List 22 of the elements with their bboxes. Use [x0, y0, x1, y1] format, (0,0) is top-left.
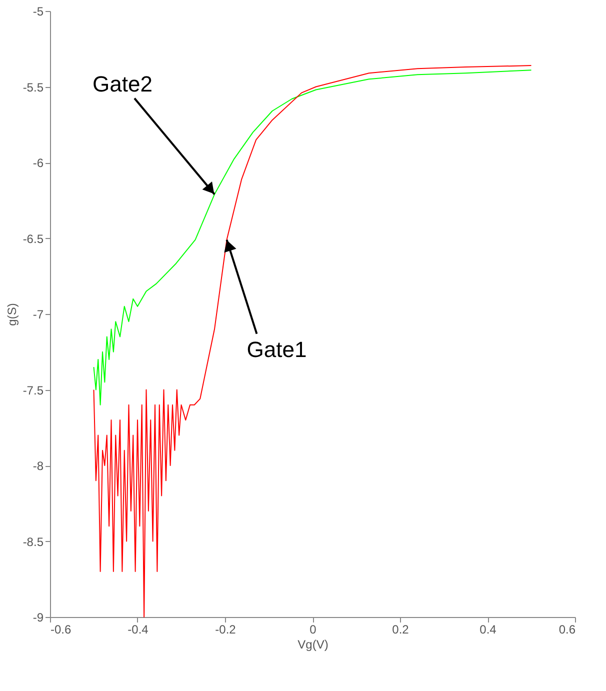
x-tick-label: 0 — [310, 622, 317, 636]
x-tick-label: 0.6 — [558, 622, 576, 636]
y-axis-title: g(S) — [4, 303, 19, 326]
y-tick-label: -5 — [32, 4, 44, 18]
y-tick-label: -8 — [32, 459, 44, 473]
line-series — [93, 70, 532, 406]
x-tick-label: 0.4 — [480, 622, 497, 636]
y-tick-label: -7 — [32, 308, 44, 322]
y-tick-label: -7.5 — [22, 383, 44, 398]
x-axis-title: Vg(V) — [298, 638, 328, 652]
line-series — [93, 65, 532, 618]
annotation: Gate1 — [246, 336, 307, 362]
y-tick-label: -5.5 — [22, 80, 44, 94]
y-tick-label: -9 — [32, 610, 44, 624]
x-tick-label: -0.6 — [50, 622, 72, 636]
y-tick-label: -8.5 — [22, 534, 44, 549]
x-tick-label: -0.2 — [215, 622, 236, 636]
annotation: Gate2 — [92, 71, 152, 96]
x-tick-label: 0.2 — [392, 622, 410, 636]
y-tick-label: -6.5 — [22, 232, 44, 246]
x-tick-label: -0.4 — [128, 622, 149, 636]
y-tick-label: -6 — [32, 156, 44, 170]
